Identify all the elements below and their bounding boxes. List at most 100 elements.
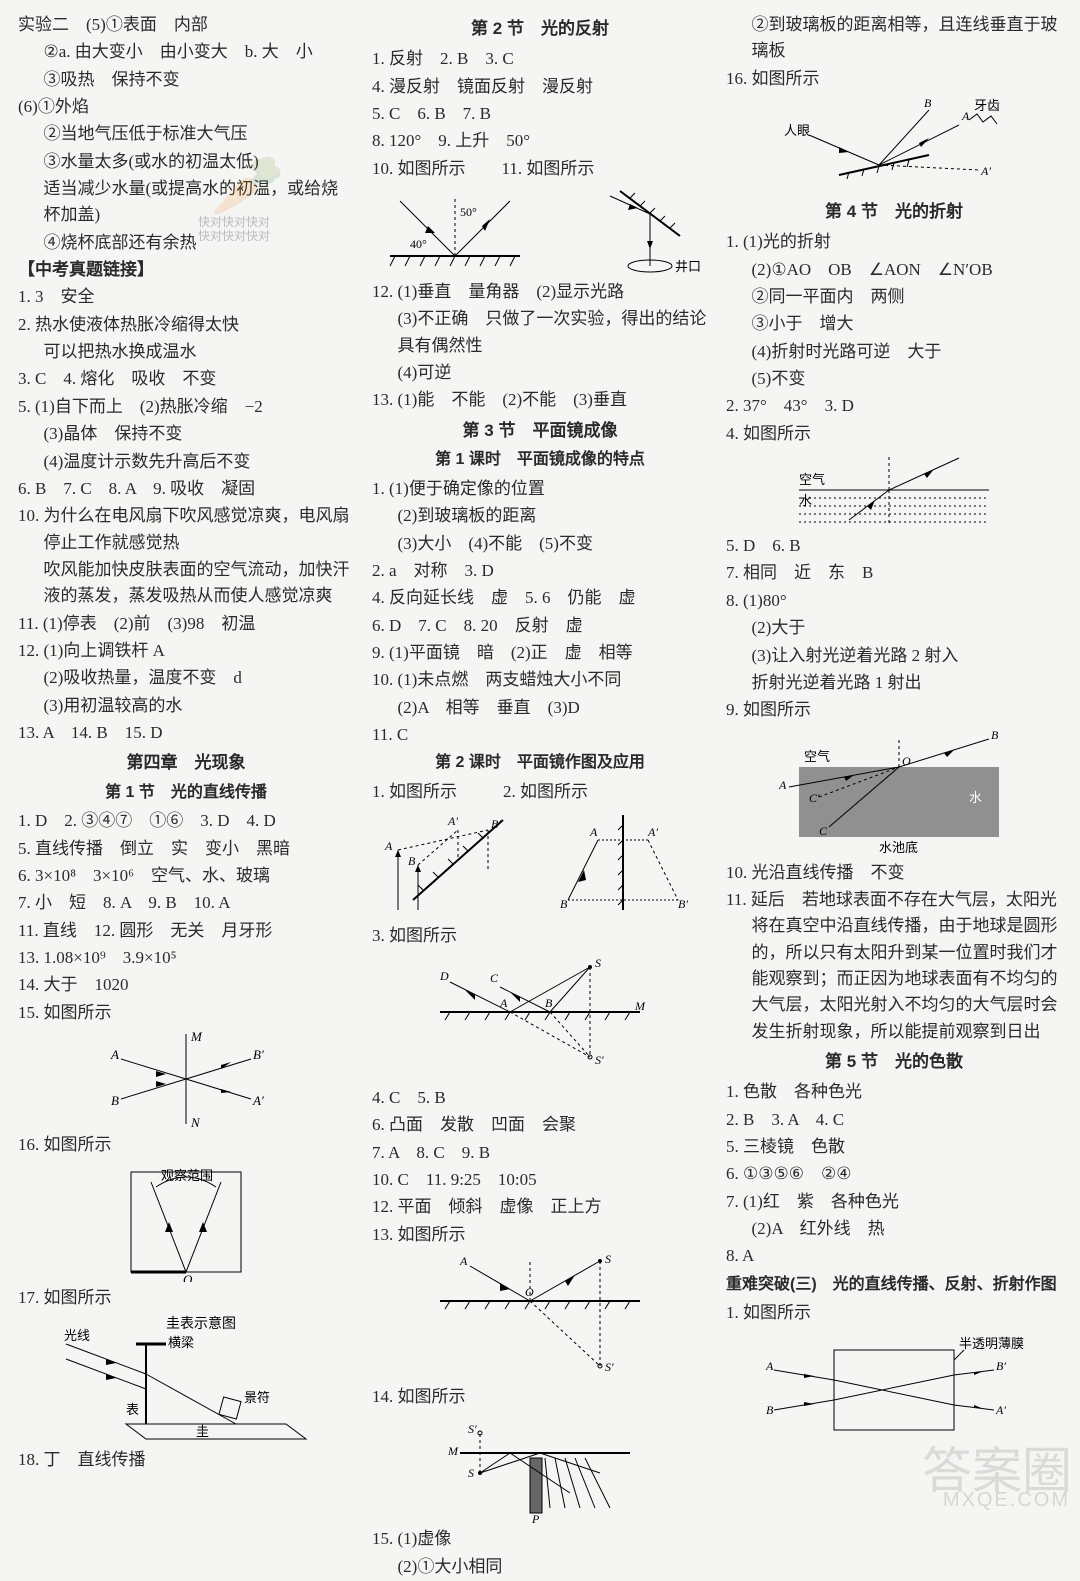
c1-l6: ③水量太多(或水的初温太低)	[18, 149, 354, 175]
c2-l12: (2)到玻璃板的距离	[372, 503, 708, 529]
c2-l10: 13. (1)能 不能 (2)不能 (3)垂直	[372, 387, 708, 413]
c3-l16: 9. 如图所示	[726, 697, 1062, 723]
fig17-b: 表	[126, 1402, 139, 1417]
c2-l14: 2. a 对称 3. D	[372, 558, 708, 584]
c1-l19: 11. (1)停表 (2)前 (3)98 初温	[18, 611, 354, 637]
f2-A: A	[589, 825, 598, 839]
fig15-Bp: B′	[253, 1047, 264, 1062]
c2-l3: 5. C 6. B 7. B	[372, 101, 708, 127]
f1-Ap: A′	[447, 814, 458, 828]
c3-l17: 10. 光沿直线传播 不变	[726, 860, 1062, 886]
c1-l8: ④烧杯底部还有余热	[18, 230, 354, 256]
c1-l25: 5. 直线传播 倒立 实 变小 黑暗	[18, 836, 354, 862]
c3-l6: (4)折射时光路可逆 大于	[726, 339, 1062, 365]
f9-O: O	[902, 754, 911, 768]
c3-l26: 1. 如图所示	[726, 1300, 1062, 1326]
c3-l3: (2)①AO OB ∠AON ∠N′OB	[726, 257, 1062, 283]
c1-fig15: M N A B B′ A′	[18, 1029, 354, 1129]
f9-Cp: C′	[809, 791, 820, 805]
c1-l33: 17. 如图所示	[18, 1285, 354, 1311]
c1-fig17: 圭表示意图 光线 横梁 景符 表 圭	[18, 1314, 354, 1444]
c1-l9: 1. 3 安全	[18, 284, 354, 310]
c2-l22: 2. 如图所示	[503, 779, 588, 805]
c2-fig10-11: 40° 50° 井口	[372, 186, 708, 276]
f16b-B: B	[924, 96, 932, 110]
f3-Sp: S′	[595, 1053, 604, 1067]
c3-figz: A B B′ A′ 半透明薄膜	[726, 1330, 1062, 1450]
f3-B: B	[545, 996, 553, 1010]
c3-l15: 折射光逆着光路 1 射出	[726, 670, 1062, 696]
c1-l14: (3)晶体 保持不变	[18, 421, 354, 447]
f3-A: A	[499, 996, 508, 1010]
c2-fig14: M P S S′	[372, 1413, 708, 1523]
c1-l7: 适当减少水量(或提高水的初温，或给烧杯加盖)	[18, 176, 354, 229]
f9-air: 空气	[804, 749, 830, 764]
c3-l18: 11. 延后 若地球表面不存在大气层，太阳光将在真空中沿直线传播，由于地球是圆形…	[726, 887, 1062, 1045]
f9-water: 水	[969, 790, 982, 805]
page-columns: 实验二 (5)①表面 内部 ②a. 由大变小 由小变大 b. 大 小 ③吸热 保…	[18, 12, 1062, 1581]
c3-l21: 5. 三棱镜 色散	[726, 1134, 1062, 1160]
c1-l5: ②当地气压低于标准大气压	[18, 121, 354, 147]
f3-C: C	[490, 971, 499, 985]
c1-l20: 12. (1)向上调铁杆 A	[18, 638, 354, 664]
f9-C: C	[819, 824, 828, 838]
c2-l2: 4. 漫反射 镜面反射 漫反射	[372, 74, 708, 100]
c2-l24: 4. C 5. B	[372, 1085, 708, 1111]
f13-O: O	[525, 1285, 534, 1299]
c1-l22: (3)用初温较高的水	[18, 693, 354, 719]
fz-B: B	[766, 1403, 774, 1417]
f4-air: 空气	[799, 472, 825, 487]
c3-l4: ②同一平面内 两侧	[726, 284, 1062, 310]
fz-Ap: A′	[995, 1403, 1006, 1417]
fig15-A: A	[110, 1047, 119, 1062]
c1-l10: 2. 热水使液体热胀冷缩得太快	[18, 312, 354, 338]
c3-l13: (2)大于	[726, 615, 1062, 641]
c2-sub2: 第 2 课时 平面镜作图及应用	[372, 751, 708, 776]
c2-l13: (3)大小 (4)不能 (5)不变	[372, 531, 708, 557]
c2-l6: 11. 如图所示	[502, 156, 595, 182]
c1-l2: ②a. 由大变小 由小变大 b. 大 小	[18, 39, 354, 65]
fig15-B: B	[111, 1093, 119, 1108]
c2-l27: 10. C 11. 9:25 10:05	[372, 1167, 708, 1193]
c2-l7: 12. (1)垂直 量角器 (2)显示光路	[372, 279, 708, 305]
c3-l10: 5. D 6. B	[726, 533, 1062, 559]
fig15-Ap: A′	[252, 1093, 264, 1108]
c3-l1: 16. 如图所示	[726, 66, 1062, 92]
c2-l23: 3. 如图所示	[372, 923, 708, 949]
f4-water: 水	[799, 493, 812, 508]
c2-l28: 12. 平面 倾斜 虚像 正上方	[372, 1194, 708, 1220]
c2-l20: 11. C	[372, 722, 708, 748]
c1-l27: 7. 小 短 8. A 9. B 10. A	[18, 890, 354, 916]
c3-l8: 2. 37° 43° 3. D	[726, 393, 1062, 419]
fig17-h: 横梁	[168, 1335, 194, 1350]
fig10-a50: 50°	[460, 205, 477, 219]
c1-heading-exam: 【中考真题链接】	[18, 257, 354, 283]
f13-A: A	[459, 1254, 468, 1268]
f16b-A: A	[961, 109, 970, 123]
f16b-Ap: A′	[980, 164, 991, 178]
c1-l24: 1. D 2. ③④⑦ ①⑥ 3. D 4. D	[18, 808, 354, 834]
fig15-M-label: M	[190, 1029, 203, 1044]
c3-l2: 1. (1)光的折射	[726, 229, 1062, 255]
c1-l26: 6. 3×10⁸ 3×10⁶ 空气、水、玻璃	[18, 863, 354, 889]
f14-M: M	[447, 1444, 459, 1458]
c2-l16: 6. D 7. C 8. 20 反射 虚	[372, 613, 708, 639]
c1-l34: 18. 丁 直线传播	[18, 1447, 354, 1473]
c1-l15: (4)温度计示数先升高后不变	[18, 449, 354, 475]
fig17-j: 景符	[244, 1390, 270, 1405]
f2-Ap: A′	[647, 825, 658, 839]
f3-D: D	[439, 969, 449, 983]
c1-l13: 5. (1)自下而上 (2)热胀冷缩 −2	[18, 394, 354, 420]
c1-l3: ③吸热 保持不变	[18, 67, 354, 93]
fz-Bp: B′	[996, 1359, 1006, 1373]
c2-sub1: 第 1 课时 平面镜成像的特点	[372, 448, 708, 473]
f3-S: S	[595, 956, 601, 970]
c3-fig4: 空气 水	[726, 450, 1062, 530]
c3-fig9: 空气 水 水池底 A B C′ C O	[726, 727, 1062, 857]
c1-l11: 可以把热水换成温水	[18, 339, 354, 365]
c2-fig3: M S S′ D C A B	[372, 952, 708, 1082]
f16b-eye: 人眼	[784, 123, 810, 138]
c2-sec3: 第 3 节 平面镜成像	[372, 418, 708, 444]
c2-l18: 10. (1)未点燃 两支蜡烛大小不同	[372, 667, 708, 693]
c1-l12: 3. C 4. 熔化 吸收 不变	[18, 366, 354, 392]
